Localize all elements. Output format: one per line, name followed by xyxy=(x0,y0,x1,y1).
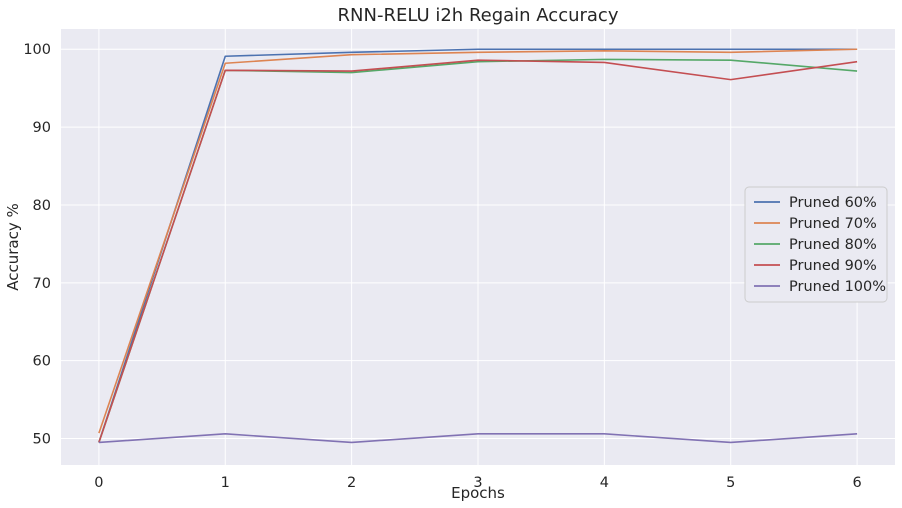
x-tick-label: 5 xyxy=(726,475,735,491)
series-line xyxy=(98,48,858,434)
legend: Pruned 60% Pruned 70% Pruned 80% Pruned 90%… xyxy=(744,186,888,303)
chart-title: RNN-RELU i2h Regain Accuracy xyxy=(338,5,619,26)
x-tick-label: 3 xyxy=(473,475,482,491)
legend-label: Pruned 60% xyxy=(789,195,877,211)
y-tick-labels: 50 60 70 80 90 100 xyxy=(23,42,51,447)
y-tick-label: 50 xyxy=(33,432,51,448)
x-tick-label: 1 xyxy=(221,475,230,491)
x-tick-label: 6 xyxy=(852,475,861,491)
series-line xyxy=(98,59,858,443)
y-tick-label: 60 xyxy=(33,354,51,370)
y-tick-label: 100 xyxy=(23,42,51,58)
legend-label: Pruned 70% xyxy=(789,216,877,232)
legend-label: Pruned 80% xyxy=(789,237,877,253)
x-tick-label: 2 xyxy=(347,475,356,491)
legend-label: Pruned 100% xyxy=(789,279,886,295)
series-line xyxy=(98,433,858,444)
x-tick-label: 0 xyxy=(94,475,103,491)
x-axis-label: Epochs xyxy=(451,484,505,502)
x-tick-label: 4 xyxy=(600,475,609,491)
series-lines xyxy=(98,48,858,444)
x-tick-labels: 0 1 2 3 4 5 6 xyxy=(94,475,861,491)
y-tick-label: 90 xyxy=(33,120,51,136)
y-tick-label: 70 xyxy=(33,276,51,292)
legend-box xyxy=(744,186,888,303)
series-line xyxy=(98,48,858,443)
y-tick-label: 80 xyxy=(33,198,51,214)
y-axis-label: Accuracy % xyxy=(4,203,22,291)
legend-label: Pruned 90% xyxy=(789,258,877,274)
